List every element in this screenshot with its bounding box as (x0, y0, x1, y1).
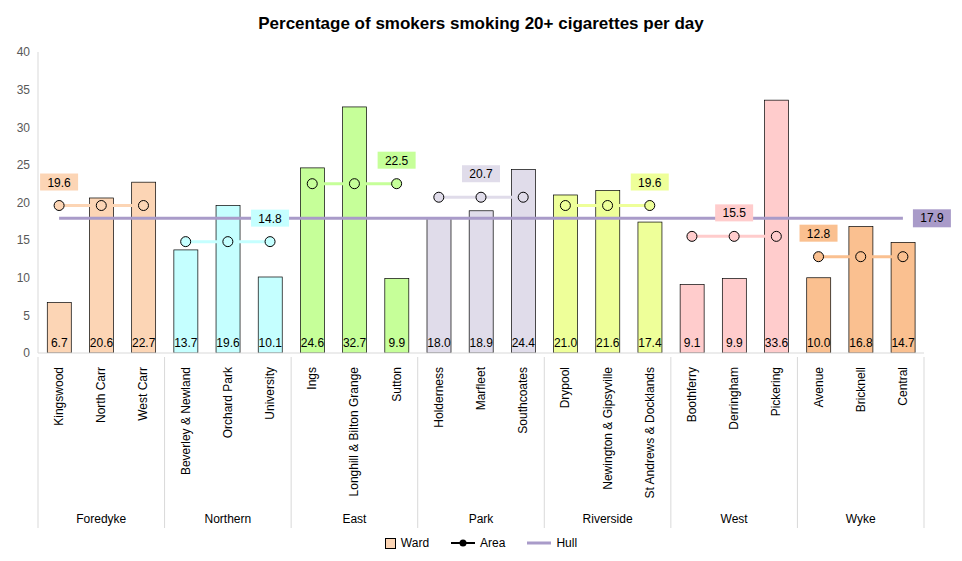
svg-text:10: 10 (17, 271, 31, 285)
svg-text:Orchard Park: Orchard Park (221, 366, 235, 438)
svg-text:Riverside: Riverside (583, 512, 633, 526)
svg-text:St Andrews & Docklands: St Andrews & Docklands (643, 367, 657, 498)
svg-text:Ings: Ings (305, 367, 319, 390)
svg-text:Derringham: Derringham (727, 367, 741, 430)
svg-text:Drypool: Drypool (558, 367, 572, 408)
svg-text:9.1: 9.1 (684, 336, 701, 350)
svg-text:35: 35 (17, 83, 31, 97)
svg-text:West: West (721, 512, 749, 526)
svg-text:University: University (263, 367, 277, 420)
svg-text:24.6: 24.6 (301, 336, 325, 350)
svg-text:24.4: 24.4 (512, 336, 536, 350)
svg-text:13.7: 13.7 (174, 336, 198, 350)
svg-text:14.7: 14.7 (891, 336, 915, 350)
svg-text:15: 15 (17, 233, 31, 247)
svg-text:15.5: 15.5 (722, 206, 746, 220)
svg-text:Longhill & Bilton Grange: Longhill & Bilton Grange (347, 367, 361, 497)
svg-text:33.6: 33.6 (765, 336, 789, 350)
svg-text:Wyke: Wyke (846, 512, 876, 526)
svg-text:Newington & Gipsyville: Newington & Gipsyville (601, 367, 615, 490)
svg-text:16.8: 16.8 (849, 336, 873, 350)
svg-text:Sutton: Sutton (390, 367, 404, 402)
svg-text:25: 25 (17, 158, 31, 172)
svg-text:18.9: 18.9 (470, 336, 494, 350)
svg-text:22.5: 22.5 (385, 154, 409, 168)
svg-text:Bricknell: Bricknell (854, 367, 868, 412)
svg-text:17.9: 17.9 (920, 211, 944, 225)
svg-text:Marfleet: Marfleet (474, 366, 488, 410)
svg-text:21.0: 21.0 (554, 336, 578, 350)
svg-text:19.6: 19.6 (47, 176, 71, 190)
svg-text:18.0: 18.0 (427, 336, 451, 350)
svg-text:10.0: 10.0 (807, 336, 831, 350)
svg-text:Beverley & Newland: Beverley & Newland (179, 367, 193, 475)
html-text:Percentage of smokers smoking: Percentage of smokers smoking 20+ cigare… (258, 14, 704, 33)
svg-text:Avenue: Avenue (812, 367, 826, 408)
svg-text:East: East (342, 512, 367, 526)
svg-text:West Carr: West Carr (136, 367, 150, 421)
svg-text:North Carr: North Carr (94, 367, 108, 423)
svg-text:Holderness: Holderness (432, 367, 446, 428)
svg-text:Foredyke: Foredyke (76, 512, 126, 526)
svg-text:17.4: 17.4 (638, 336, 662, 350)
svg-text:32.7: 32.7 (343, 336, 367, 350)
svg-text:19.6: 19.6 (638, 176, 662, 190)
svg-text:Central: Central (896, 367, 910, 406)
svg-text:Pickering: Pickering (769, 367, 783, 416)
svg-text:Kingswood: Kingswood (52, 367, 66, 426)
svg-text:12.8: 12.8 (807, 227, 831, 241)
svg-text:20.6: 20.6 (90, 336, 114, 350)
svg-text:5: 5 (23, 309, 30, 323)
html-text:Area: Area (480, 536, 506, 550)
svg-text:0: 0 (23, 346, 30, 360)
svg-text:40: 40 (17, 45, 31, 59)
svg-text:30: 30 (17, 121, 31, 135)
html-text:Ward: Ward (400, 536, 430, 550)
svg-text:14.8: 14.8 (258, 212, 282, 226)
svg-text:21.6: 21.6 (596, 336, 620, 350)
svg-text:Boothferry: Boothferry (685, 367, 699, 422)
svg-text:10.1: 10.1 (259, 336, 283, 350)
svg-text:22.7: 22.7 (132, 336, 156, 350)
svg-text:Southcoates: Southcoates (516, 367, 530, 434)
svg-text:Northern: Northern (205, 512, 252, 526)
svg-text:20: 20 (17, 196, 31, 210)
html-text:Hull: Hull (556, 536, 578, 550)
svg-text:9.9: 9.9 (726, 336, 743, 350)
svg-text:Park: Park (469, 512, 495, 526)
svg-text:19.6: 19.6 (216, 336, 240, 350)
svg-text:20.7: 20.7 (469, 167, 493, 181)
svg-text:6.7: 6.7 (51, 336, 68, 350)
svg-text:9.9: 9.9 (388, 336, 405, 350)
